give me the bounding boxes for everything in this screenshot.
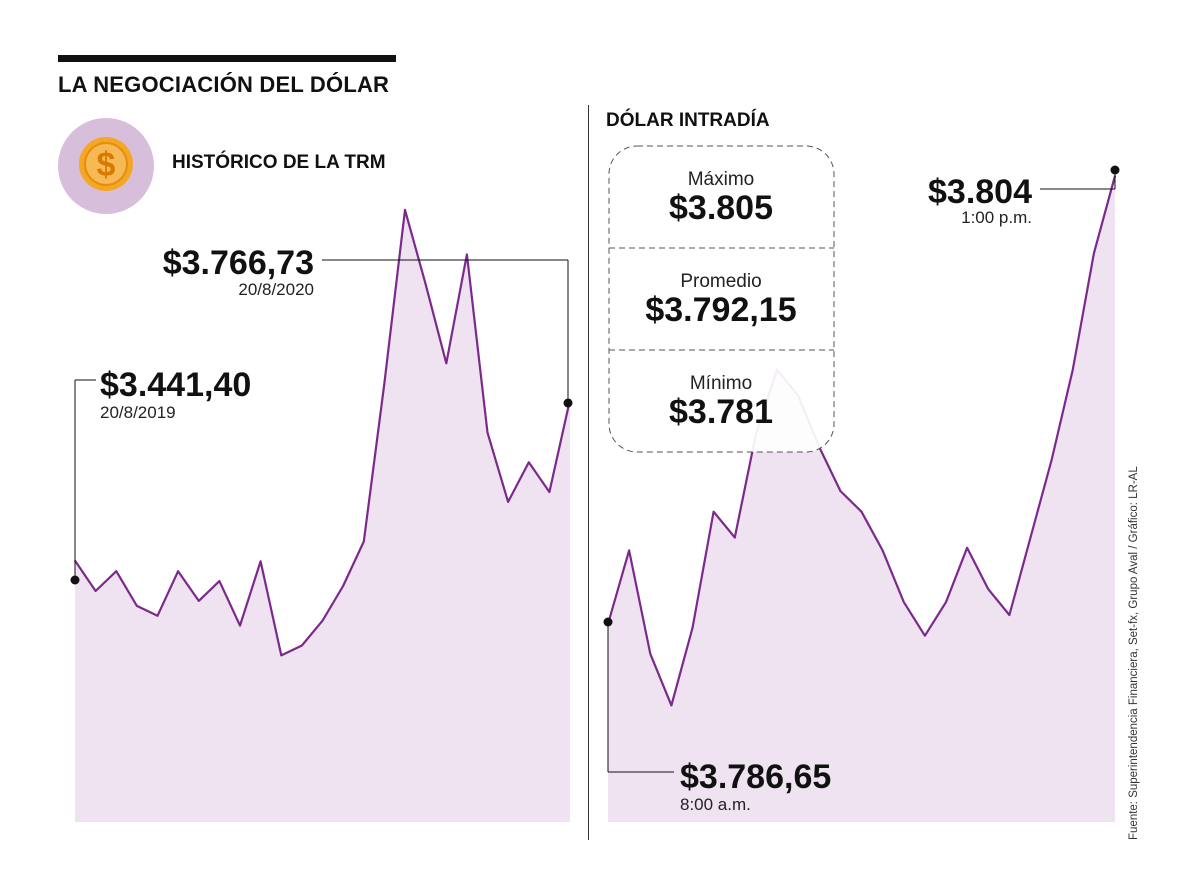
intraday-point-1 [628,549,630,552]
intraday-area [608,175,1115,823]
historic-area [75,209,570,822]
intraday-point-17 [966,547,968,549]
intraday-point-2 [649,653,652,655]
historic-point-20 [486,431,489,434]
intraday-point-6 [734,536,736,539]
historic-point-3 [136,605,138,607]
stat-max-value: $3.805 [669,189,773,227]
historic-point-16 [404,209,406,211]
intraday-point-21 [1050,459,1053,461]
intraday-point-11 [839,490,842,492]
historic-point-2 [115,570,118,572]
intraday-open-point [603,617,613,627]
historic-point-7 [218,580,221,582]
historic-point-11 [301,644,303,647]
historic-point-10 [280,654,283,657]
historic-start-point [70,575,80,585]
historic-point-22 [528,461,530,464]
intraday-point-23 [1093,252,1095,255]
intraday-point-5 [712,510,715,513]
stat-min-value: $3.781 [669,393,773,431]
stats-box [608,145,835,453]
intraday-open-value: $3.786,65 [680,758,831,796]
dollar-coin-icon: $ [58,118,154,214]
historic-point-9 [259,560,262,563]
source-note: Fuente: Superintendencia Financiera, Set… [1128,466,1140,840]
intraday-point-18 [987,588,990,590]
intraday-point-12 [860,510,863,513]
intraday-close-point [1110,165,1120,175]
historic-end-date: 20/8/2020 [238,280,314,299]
intraday-point-22 [1072,368,1074,371]
historic-point-23 [548,491,551,493]
historic-point-12 [321,619,324,622]
historic-point-6 [198,600,200,602]
intraday-point-4 [691,627,694,629]
historic-point-15 [383,382,386,384]
intraday-point-14 [903,601,905,603]
historic-point-18 [445,362,448,365]
historic-end-point [563,398,573,408]
historic-chart [74,208,572,822]
historic-start-date: 20/8/2019 [100,403,176,422]
stat-min-label: Mínimo [690,373,752,394]
intraday-open-time: 8:00 a.m. [680,795,751,814]
historic-point-8 [239,624,241,627]
historic-end-value: $3.766,73 [163,244,314,282]
intraday-chart-title: DÓLAR INTRADÍA [606,110,770,131]
historic-point-19 [466,253,468,256]
historic-point-4 [156,615,159,617]
historic-point-13 [342,585,344,587]
intraday-point-15 [924,634,926,637]
historic-point-14 [363,540,365,543]
stat-avg-value: $3.792,15 [645,291,796,329]
historic-point-21 [507,501,509,503]
page-title: LA NEGOCIACIÓN DEL DÓLAR [58,72,390,97]
historic-start-value: $3.441,40 [100,366,251,404]
historic-point-1 [94,590,97,592]
historic-point-5 [177,570,179,572]
historic-chart-title: HISTÓRICO DE LA TRM [172,152,386,173]
svg-text:$: $ [97,146,116,184]
stat-avg-label: Promedio [680,271,761,292]
top-rule [58,55,396,62]
intraday-point-13 [881,549,884,552]
historic-point-17 [424,283,427,285]
intraday-point-16 [945,601,947,603]
intraday-point-20 [1029,536,1032,539]
intraday-point-19 [1008,614,1011,616]
stat-max-label: Máximo [688,169,755,190]
panel-divider [588,105,589,840]
intraday-close-value: $3.804 [928,173,1032,211]
intraday-point-3 [670,704,673,707]
intraday-close-time: 1:00 p.m. [961,208,1032,227]
